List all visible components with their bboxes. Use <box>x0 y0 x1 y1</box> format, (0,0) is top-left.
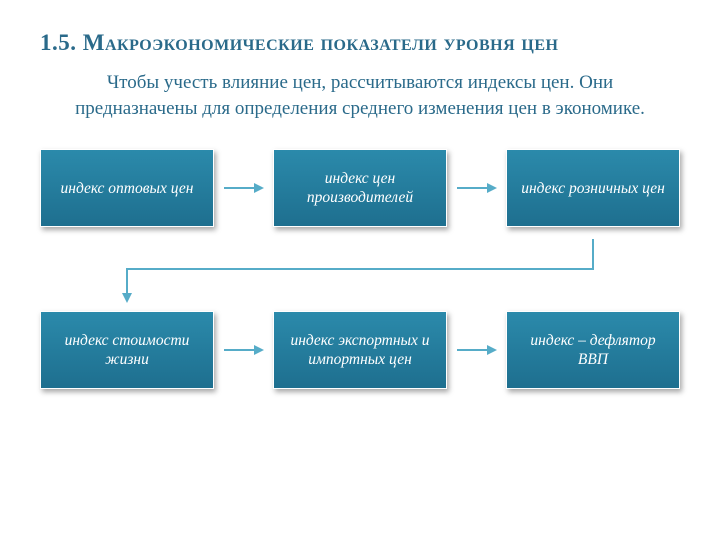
box-retail-price-index: индекс розничных цен <box>506 149 680 227</box>
slide: 1.5. Макроэкономические показатели уровн… <box>0 0 720 540</box>
box-gdp-deflator-index: индекс – дефлятор ВВП <box>506 311 680 389</box>
box-wholesale-price-index: индекс оптовых цен <box>40 149 214 227</box>
arrow-right-icon <box>457 178 497 198</box>
diagram-row-2: индекс стоимости жизни индекс экспортных… <box>40 311 680 389</box>
elbow-connector <box>40 245 680 303</box>
arrow-right-icon <box>457 340 497 360</box>
slide-title: 1.5. Макроэкономические показатели уровн… <box>40 30 680 56</box>
slide-description: Чтобы учесть влияние цен, рассчитываются… <box>60 70 660 121</box>
arrow-right-icon <box>224 340 264 360</box>
box-cost-of-living-index: индекс стоимости жизни <box>40 311 214 389</box>
box-producer-price-index: индекс цен производителей <box>273 149 447 227</box>
box-export-import-price-index: индекс экспортных и импортных цен <box>273 311 447 389</box>
diagram-row-1: индекс оптовых цен индекс цен производит… <box>40 149 680 227</box>
arrow-right-icon <box>224 178 264 198</box>
